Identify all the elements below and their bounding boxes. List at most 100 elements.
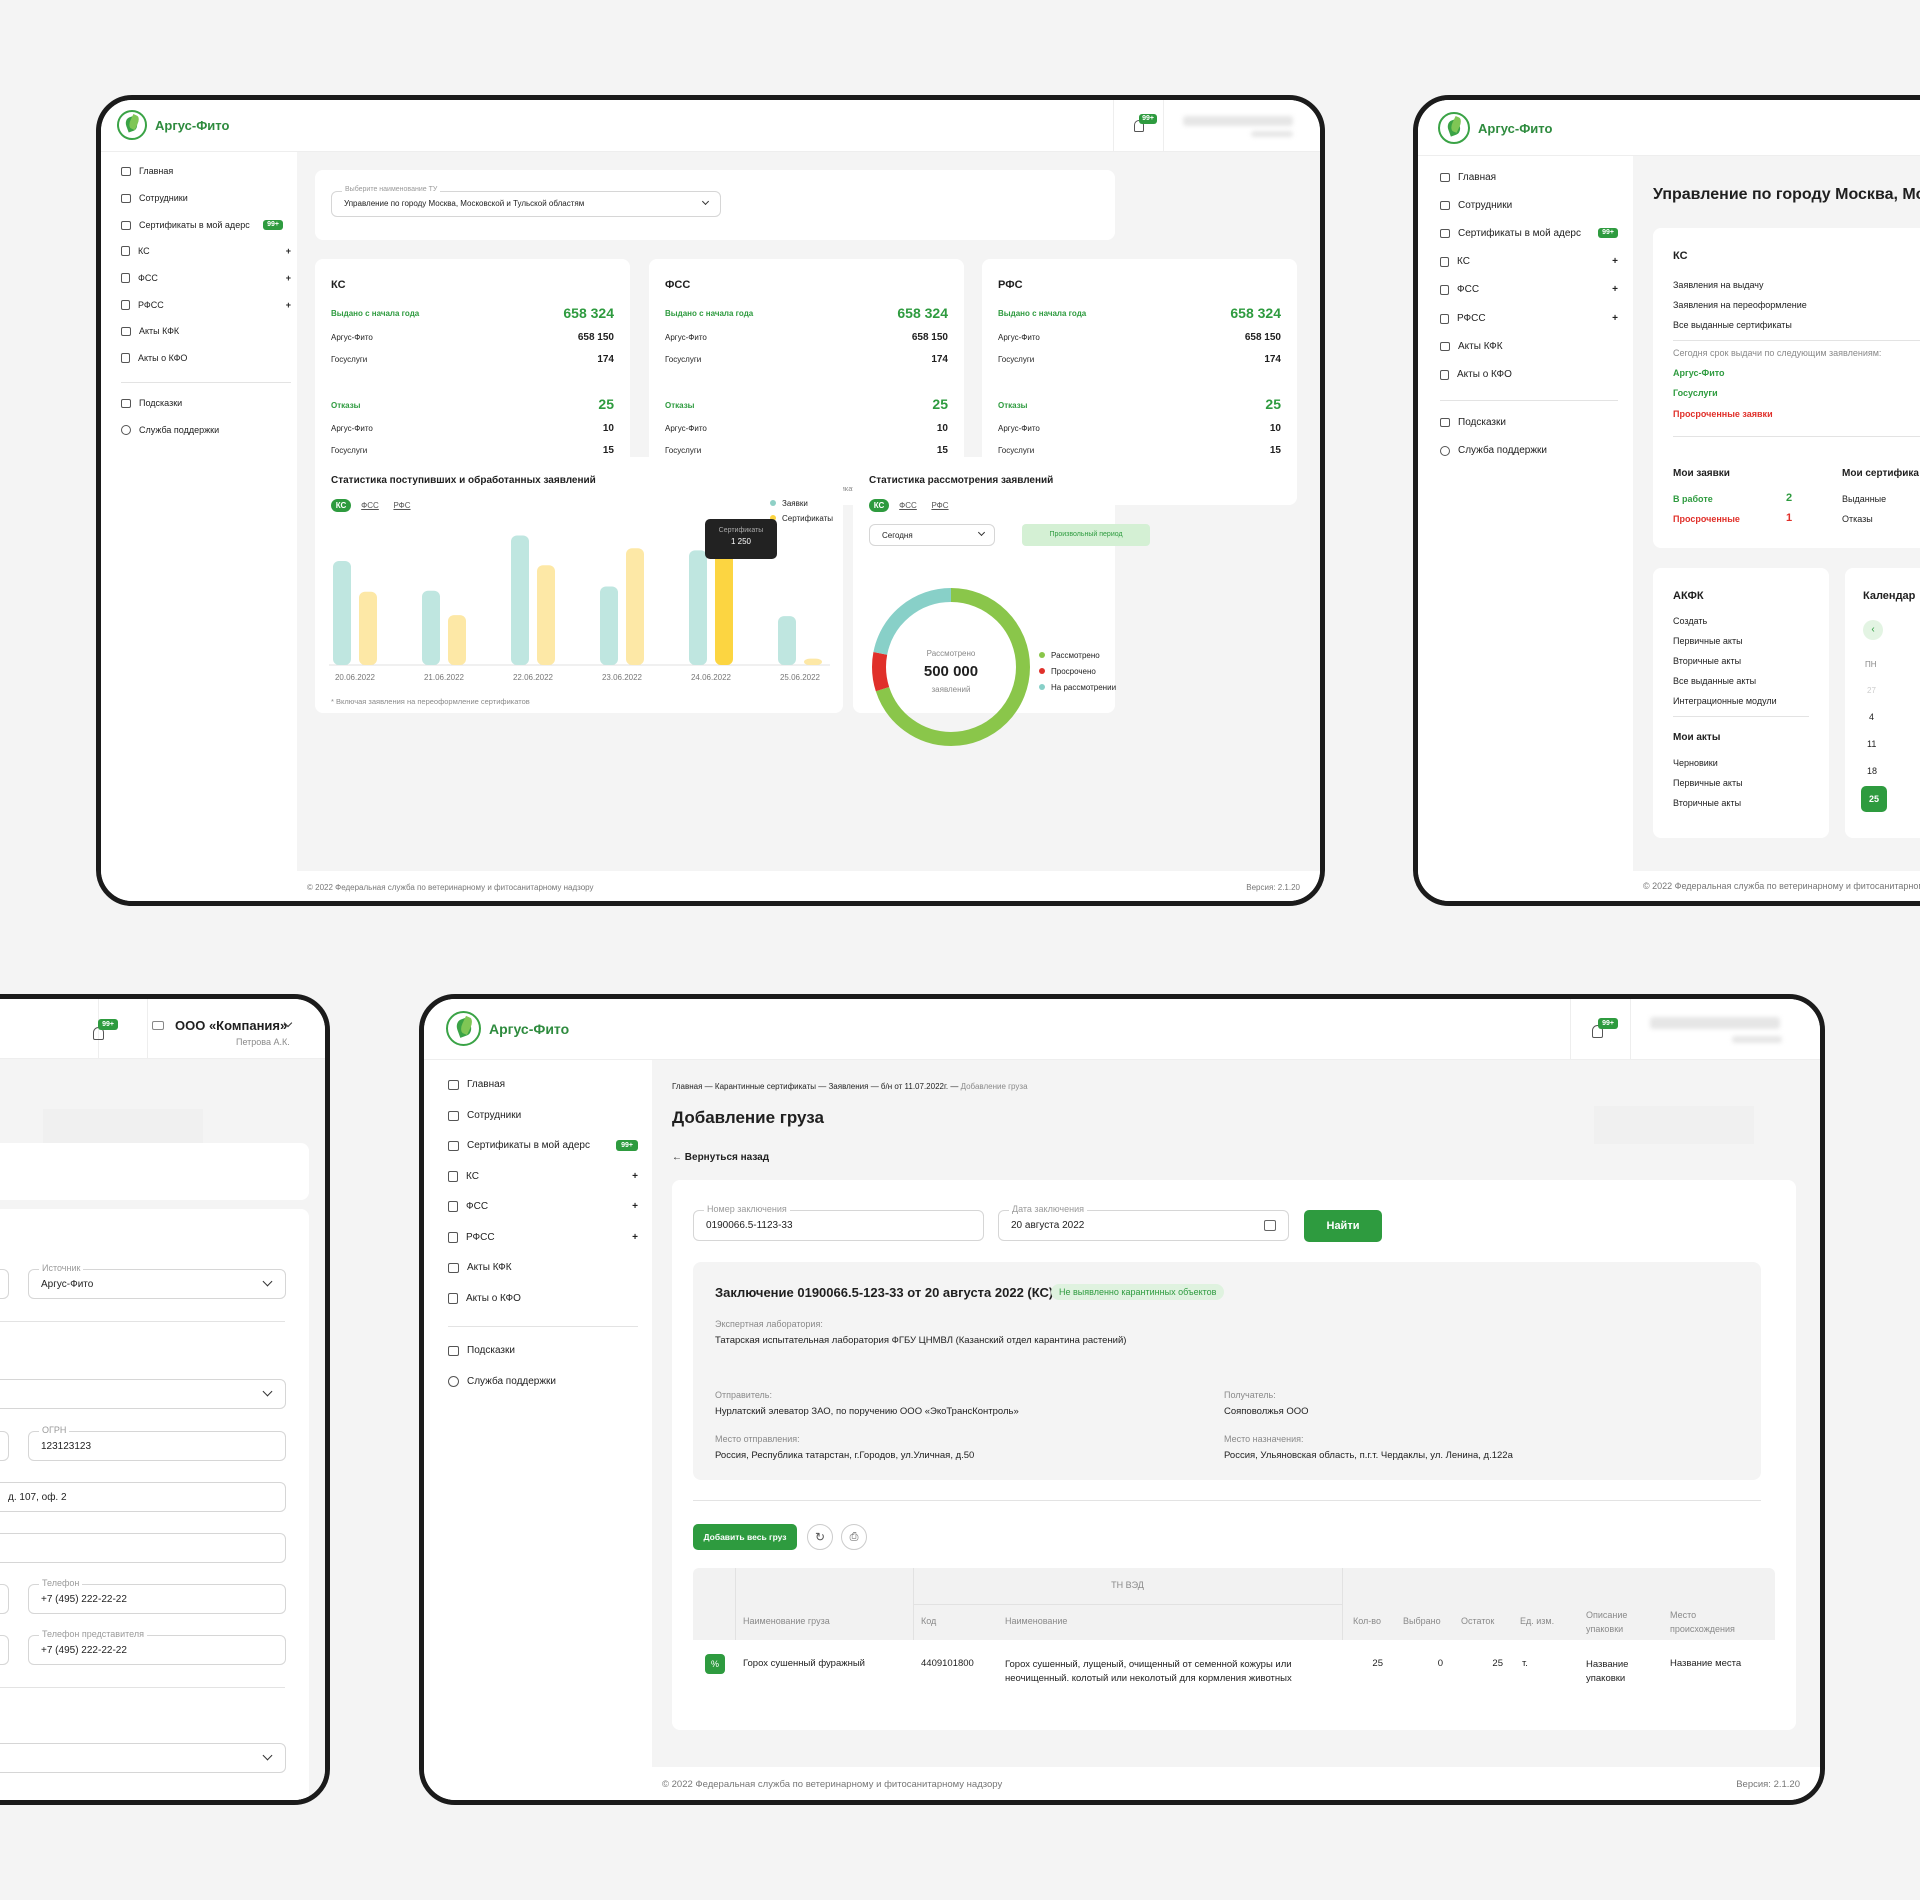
- nav-akfo[interactable]: Акты о КФО: [448, 1293, 638, 1304]
- nav-home[interactable]: Главная: [1440, 172, 1618, 183]
- bar-applications[interactable]: [778, 616, 796, 665]
- bell-icon[interactable]: [1592, 1025, 1603, 1038]
- tab-fss[interactable]: ФСС: [899, 501, 917, 510]
- tab-fss[interactable]: ФСС: [361, 501, 379, 510]
- breadcrumb-item[interactable]: Заявления: [828, 1082, 869, 1091]
- link-gosuslugi[interactable]: Госуслуги: [1673, 388, 1718, 398]
- bar-certificates[interactable]: [359, 591, 377, 665]
- link-my-secondary[interactable]: Вторичные акты: [1673, 798, 1742, 808]
- nav-akfk[interactable]: Акты КФК: [121, 326, 291, 336]
- nav-hints[interactable]: Подсказки: [121, 398, 291, 408]
- bottom-select[interactable]: [0, 1743, 286, 1773]
- chevron-left-icon[interactable]: ‹: [1863, 620, 1883, 640]
- link-overdue[interactable]: Просроченные заявки: [1673, 409, 1773, 419]
- breadcrumb-item[interactable]: Главная: [672, 1082, 703, 1091]
- donut-segment[interactable]: [872, 588, 1030, 746]
- bar-applications[interactable]: [511, 535, 529, 665]
- type-select[interactable]: [0, 1379, 286, 1409]
- nav-certs[interactable]: Сертификаты в мой адерс 99+: [121, 220, 291, 230]
- link-secondary-acts[interactable]: Вторичные акты: [1673, 656, 1742, 666]
- bar-certificates[interactable]: [715, 532, 733, 665]
- nav-akfo[interactable]: Акты о КФО: [1440, 369, 1618, 380]
- app-logo[interactable]: Аргус-Фито: [446, 1011, 569, 1046]
- expand-icon[interactable]: +: [285, 273, 291, 283]
- email-field[interactable]: [0, 1533, 286, 1563]
- calendar-day[interactable]: 11: [1867, 739, 1877, 749]
- link-integration[interactable]: Интеграционные модули: [1673, 696, 1777, 706]
- link-create[interactable]: Создать: [1673, 616, 1708, 626]
- tab-ks[interactable]: КС: [869, 499, 889, 512]
- nav-akfk[interactable]: Акты КФК: [1440, 341, 1618, 352]
- bar-certificates[interactable]: [626, 548, 644, 665]
- source-select[interactable]: Источник Аргус-Фито: [28, 1263, 286, 1299]
- expand-icon[interactable]: +: [1612, 284, 1618, 295]
- nav-akfk[interactable]: Акты КФК: [448, 1262, 638, 1273]
- expand-icon[interactable]: +: [1612, 256, 1618, 267]
- nav-ks[interactable]: КС +: [121, 246, 291, 256]
- add-all-cargo-button[interactable]: Добавить весь груз: [693, 1524, 797, 1550]
- calendar-day[interactable]: 18: [1867, 766, 1878, 776]
- link-refused[interactable]: Отказы: [1842, 514, 1873, 524]
- link-my-primary[interactable]: Первичные акты: [1673, 778, 1743, 788]
- expand-icon[interactable]: +: [632, 1171, 638, 1182]
- bar-applications[interactable]: [689, 550, 707, 665]
- link-all-certs[interactable]: Все выданные сертификаты: [1673, 320, 1792, 330]
- expand-icon[interactable]: +: [285, 246, 291, 256]
- nav-certs[interactable]: Сертификаты в мой адерс 99+: [1440, 228, 1618, 239]
- nav-support[interactable]: Служба поддержки: [1440, 445, 1618, 456]
- link-issue-applications[interactable]: Заявления на выдачу: [1673, 280, 1764, 290]
- company-switcher[interactable]: ООО «Компания»: [175, 1018, 288, 1033]
- tab-ks[interactable]: КС: [331, 499, 351, 512]
- nav-home[interactable]: Главная: [121, 166, 291, 176]
- nav-rfss[interactable]: РФСС +: [1440, 313, 1618, 324]
- company-switcher[interactable]: [1650, 1017, 1780, 1029]
- link-drafts[interactable]: Черновики: [1673, 758, 1718, 768]
- find-button[interactable]: Найти: [1304, 1210, 1382, 1242]
- table-row[interactable]: % Горох сушенный фуражный 4409101800 Гор…: [693, 1640, 1775, 1694]
- company-switcher[interactable]: [1183, 116, 1293, 126]
- tab-rfs[interactable]: РФС: [393, 501, 411, 510]
- bar-applications[interactable]: [422, 590, 440, 665]
- calendar-icon[interactable]: [1264, 1220, 1276, 1231]
- tab-rfs[interactable]: РФС: [931, 501, 949, 510]
- nav-staff[interactable]: Сотрудники: [121, 193, 291, 203]
- nav-home[interactable]: Главная: [448, 1079, 638, 1090]
- nav-fss[interactable]: ФСС +: [121, 273, 291, 283]
- link-issued[interactable]: Выданные: [1842, 494, 1887, 504]
- nav-rfss[interactable]: РФСС +: [121, 300, 291, 310]
- refresh-icon[interactable]: ↻: [807, 1524, 833, 1550]
- ogrn-field[interactable]: ОГРН 123123123: [28, 1425, 286, 1461]
- bar-applications[interactable]: [600, 586, 618, 665]
- nav-fss[interactable]: ФСС +: [1440, 284, 1618, 295]
- expand-icon[interactable]: +: [1612, 313, 1618, 324]
- nav-hints[interactable]: Подсказки: [448, 1345, 638, 1356]
- link-overdue-mine[interactable]: Просроченные: [1673, 514, 1740, 524]
- nav-ks[interactable]: КС +: [448, 1171, 638, 1182]
- bar-certificates[interactable]: [537, 565, 555, 665]
- breadcrumb-item[interactable]: Карантинные сертификаты: [714, 1082, 816, 1091]
- nav-staff[interactable]: Сотрудники: [448, 1110, 638, 1121]
- nav-certs[interactable]: Сертификаты в мой адерс 99+: [448, 1140, 638, 1151]
- calendar-day[interactable]: 4: [1869, 712, 1875, 722]
- nav-staff[interactable]: Сотрудники: [1440, 200, 1618, 211]
- link-all-acts[interactable]: Все выданные акты: [1673, 676, 1757, 686]
- conclusion-date-field[interactable]: Дата заключения 20 августа 2022: [998, 1204, 1289, 1241]
- custom-period-button[interactable]: Произвольный период: [1022, 524, 1150, 546]
- expand-icon[interactable]: +: [632, 1201, 638, 1212]
- breadcrumb-item[interactable]: б/н от 11.07.2022г.: [880, 1082, 949, 1091]
- expand-icon[interactable]: +: [632, 1232, 638, 1243]
- nav-support[interactable]: Служба поддержки: [121, 425, 291, 435]
- nav-ks[interactable]: КС +: [1440, 256, 1618, 267]
- period-select[interactable]: Сегодня: [869, 524, 995, 546]
- app-logo[interactable]: Аргус-Фито: [117, 110, 229, 140]
- nav-akfo[interactable]: Акты о КФО: [121, 353, 291, 363]
- link-reissue-applications[interactable]: Заявления на переоформление: [1673, 300, 1807, 310]
- back-link[interactable]: ← Вернуться назад: [672, 1152, 770, 1163]
- app-logo[interactable]: Аргус-Фито: [1438, 112, 1552, 144]
- print-icon[interactable]: ⎙: [841, 1524, 867, 1550]
- tu-select[interactable]: Выберите наименование ТУ Управление по г…: [331, 186, 721, 217]
- nav-hints[interactable]: Подсказки: [1440, 417, 1618, 428]
- percent-icon[interactable]: %: [705, 1654, 725, 1674]
- rep-phone-field[interactable]: Телефон представителя +7 (495) 222-22-22: [28, 1629, 286, 1665]
- bar-certificates[interactable]: [804, 658, 822, 665]
